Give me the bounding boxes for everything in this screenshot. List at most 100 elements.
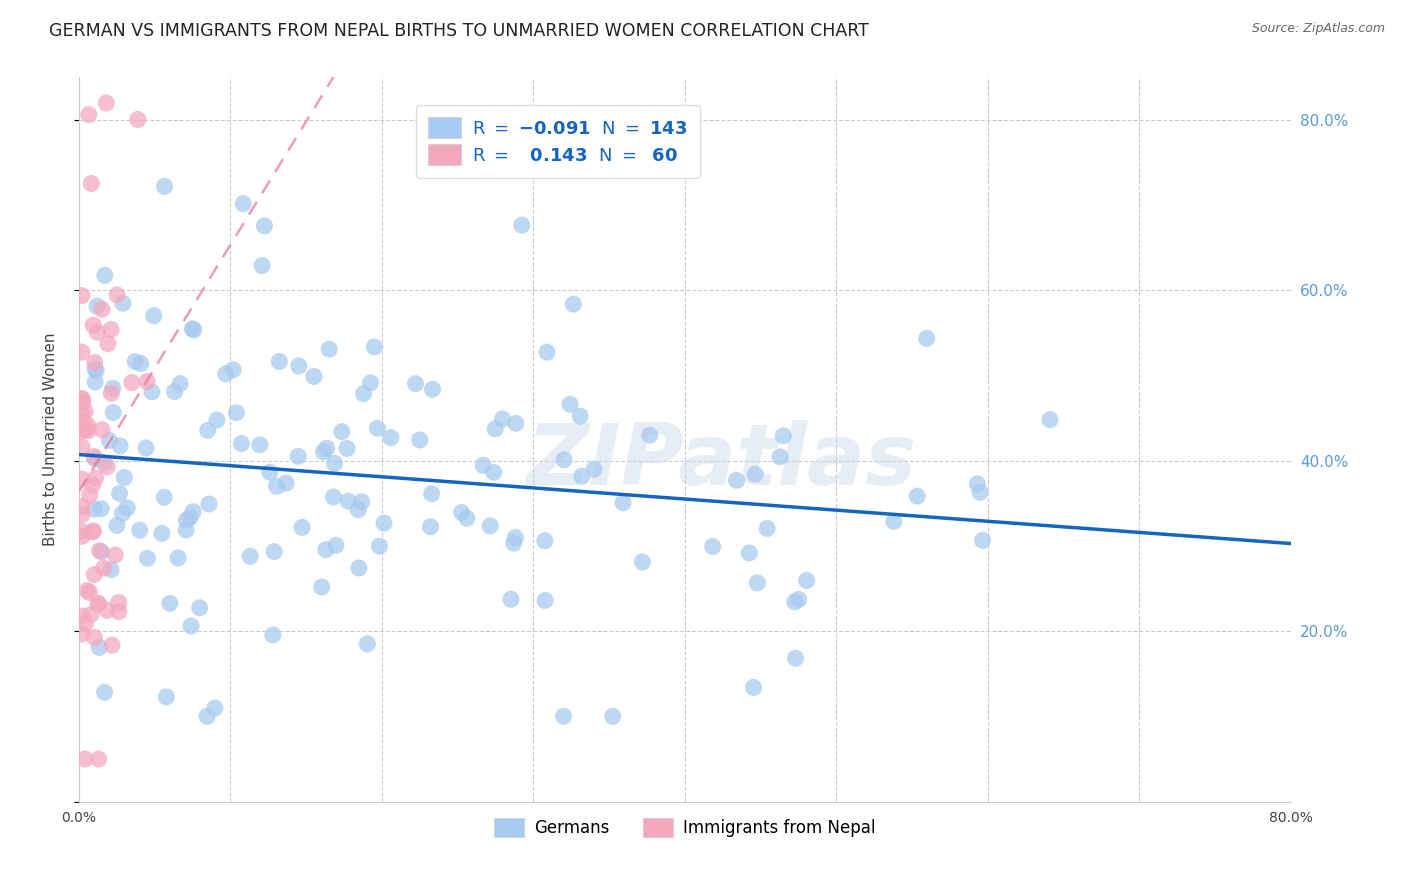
Point: [337, 494, 360, 508]
Point: [87, 596, 110, 610]
Point: [136, 551, 159, 566]
Point: [612, 496, 634, 510]
Point: [188, 600, 211, 615]
Point: [100, 386, 122, 401]
Point: [70, 424, 93, 438]
Text: GERMAN VS IMMIGRANTS FROM NEPAL BIRTHS TO UNMARRIED WOMEN CORRELATION CHART: GERMAN VS IMMIGRANTS FROM NEPAL BIRTHS T…: [49, 22, 869, 40]
Point: [602, 709, 624, 723]
Point: [83, 631, 105, 645]
Point: [368, 539, 391, 553]
Point: [409, 433, 432, 447]
Point: [70, 345, 93, 359]
Point: [142, 309, 165, 323]
Point: [905, 489, 928, 503]
Point: [87, 752, 110, 766]
Point: [350, 494, 373, 508]
Point: [499, 592, 522, 607]
Point: [153, 490, 176, 504]
Point: [70, 524, 93, 539]
Point: [135, 441, 157, 455]
Point: [70, 472, 93, 486]
Point: [484, 422, 506, 436]
Point: [124, 354, 146, 368]
Point: [198, 497, 221, 511]
Point: [232, 196, 254, 211]
Point: [253, 219, 276, 233]
Text: Source: ZipAtlas.com: Source: ZipAtlas.com: [1251, 22, 1385, 36]
Point: [553, 709, 575, 723]
Point: [127, 112, 149, 127]
Point: [315, 441, 337, 455]
Point: [72, 415, 94, 429]
Point: [70, 288, 93, 302]
Point: [287, 449, 309, 463]
Point: [70, 392, 93, 407]
Point: [631, 555, 654, 569]
Point: [82, 318, 104, 332]
Point: [336, 442, 359, 456]
Point: [84, 451, 107, 466]
Point: [103, 405, 125, 419]
Point: [70, 500, 93, 514]
Point: [93, 456, 115, 470]
Point: [180, 619, 202, 633]
Point: [105, 288, 128, 302]
Point: [482, 466, 505, 480]
Point: [502, 536, 524, 550]
Point: [450, 506, 472, 520]
Point: [181, 505, 204, 519]
Point: [73, 752, 96, 766]
Point: [84, 362, 107, 376]
Point: [100, 322, 122, 336]
Point: [80, 177, 103, 191]
Point: [796, 574, 818, 588]
Point: [287, 359, 309, 373]
Point: [373, 516, 395, 530]
Point: [82, 524, 104, 539]
Point: [250, 259, 273, 273]
Point: [456, 511, 478, 525]
Point: [179, 510, 201, 524]
Point: [747, 575, 769, 590]
Point: [259, 465, 281, 479]
Point: [107, 596, 129, 610]
Point: [702, 540, 724, 554]
Point: [505, 417, 527, 431]
Point: [742, 681, 765, 695]
Point: [195, 709, 218, 723]
Point: [174, 523, 197, 537]
Point: [562, 297, 585, 311]
Point: [204, 701, 226, 715]
Point: [366, 421, 388, 435]
Point: [553, 452, 575, 467]
Point: [534, 593, 557, 607]
Point: [163, 384, 186, 399]
Point: [105, 518, 128, 533]
Point: [96, 95, 118, 110]
Point: [104, 548, 127, 562]
Point: [318, 342, 340, 356]
Point: [76, 583, 98, 598]
Point: [325, 538, 347, 552]
Point: [153, 179, 176, 194]
Point: [274, 476, 297, 491]
Point: [79, 488, 101, 502]
Point: [558, 397, 581, 411]
Legend: Germans, Immigrants from Nepal: Germans, Immigrants from Nepal: [488, 812, 882, 844]
Point: [80, 607, 103, 622]
Point: [510, 218, 533, 232]
Point: [136, 375, 159, 389]
Point: [93, 685, 115, 699]
Point: [155, 690, 177, 704]
Point: [883, 515, 905, 529]
Point: [405, 376, 427, 391]
Text: ZIPatlas: ZIPatlas: [526, 420, 917, 503]
Point: [533, 533, 555, 548]
Point: [422, 382, 444, 396]
Point: [322, 490, 344, 504]
Point: [966, 476, 988, 491]
Point: [86, 299, 108, 313]
Point: [419, 520, 441, 534]
Point: [315, 542, 337, 557]
Point: [571, 469, 593, 483]
